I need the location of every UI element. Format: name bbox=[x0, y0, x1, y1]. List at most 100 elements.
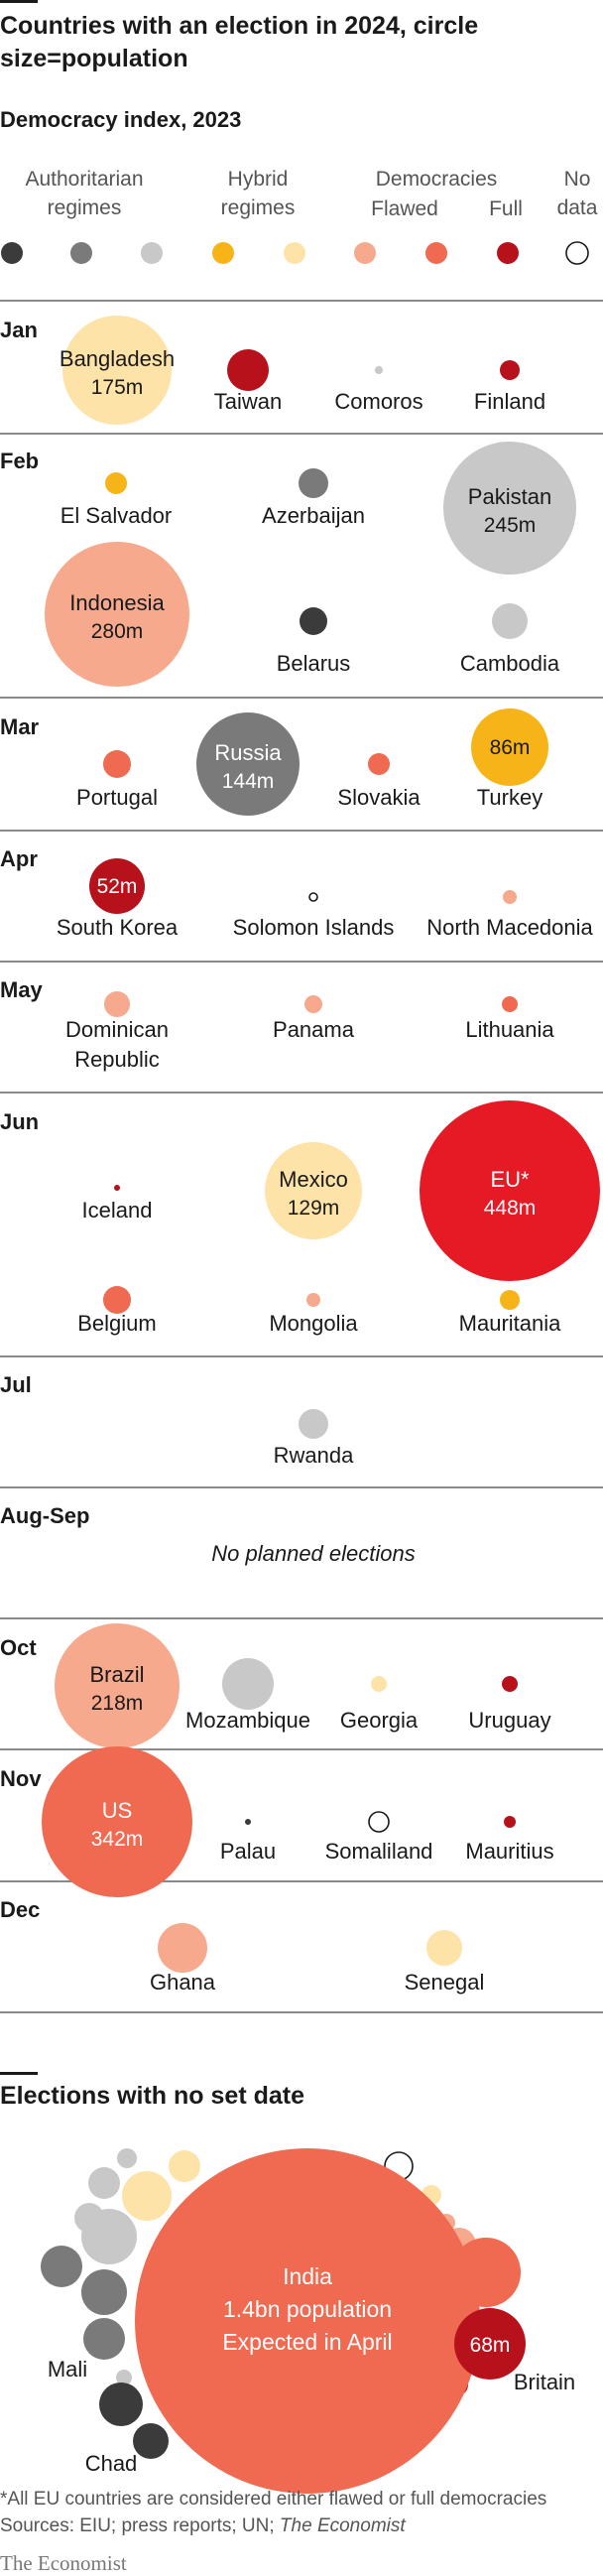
row-divider bbox=[0, 1486, 603, 1488]
legend-swatch bbox=[284, 242, 305, 264]
bubble-palau bbox=[245, 1819, 251, 1825]
bubble-label-somaliland: Somaliland bbox=[325, 1839, 433, 1864]
bubble-label-india: India bbox=[283, 2263, 332, 2289]
bubble-mauritania bbox=[500, 1290, 520, 1310]
bubble-value-britain: 68m bbox=[470, 2334, 511, 2357]
chart-subtitle: Democracy index, 2023 bbox=[0, 107, 242, 132]
bubble-label-dominican-republic: Republic bbox=[74, 1047, 160, 1072]
legend-hybrid-label: Hybrid regimes bbox=[220, 168, 296, 219]
top-accent-bar bbox=[0, 0, 38, 3]
legend-swatch bbox=[565, 241, 589, 265]
month-label-dec: Dec bbox=[0, 1897, 41, 1922]
bubble-belgium bbox=[103, 1286, 131, 1314]
bubble-label-india: Expected in April bbox=[222, 2329, 392, 2355]
bubble-label-uruguay: Uruguay bbox=[468, 1708, 550, 1733]
bubble-label-eu: EU* bbox=[490, 1167, 530, 1192]
bubble-label-mexico: Mexico bbox=[279, 1167, 348, 1192]
legend-swatch bbox=[70, 242, 92, 264]
bubble-label-cambodia: Cambodia bbox=[460, 651, 560, 676]
bubble-label-mauritania: Mauritania bbox=[459, 1311, 561, 1336]
bubble-label-mauritius: Mauritius bbox=[465, 1839, 553, 1864]
bubble-label-finland: Finland bbox=[474, 389, 545, 414]
bubble-mexico bbox=[265, 1142, 362, 1239]
bubble-label-el-salvador: El Salvador bbox=[60, 503, 173, 528]
row-divider bbox=[0, 830, 603, 832]
legend-swatch bbox=[425, 242, 447, 264]
bubble-label-ghana: Ghana bbox=[150, 1970, 216, 1995]
bubble-label-mongolia: Mongolia bbox=[269, 1311, 358, 1336]
row-divider bbox=[0, 2011, 603, 2013]
bubble-value-mexico: 129m bbox=[288, 1197, 340, 1220]
bubble-turkey bbox=[471, 708, 548, 786]
month-label-may: May bbox=[0, 977, 43, 1002]
cluster-bubble bbox=[122, 2171, 172, 2221]
legend-authoritarian-label: Authoritarian regimes bbox=[25, 168, 144, 219]
bubble-label-mali: Mali bbox=[48, 2357, 87, 2382]
bubble-georgia bbox=[371, 1676, 387, 1692]
bubble-value-us: 342m bbox=[91, 1828, 144, 1851]
bubble-label-chad: Chad bbox=[85, 2451, 138, 2476]
bubble-us bbox=[42, 1746, 192, 1897]
bubble-label-russia: Russia bbox=[214, 740, 282, 765]
bubble-label-solomon-islands: Solomon Islands bbox=[233, 915, 395, 940]
footnote: *All EU countries are considered either … bbox=[0, 2489, 547, 2510]
bubble-label-palau: Palau bbox=[220, 1839, 276, 1864]
cluster-bubble bbox=[83, 2318, 125, 2360]
bubble-label-senegal: Senegal bbox=[405, 1970, 485, 1995]
legend-nodata-label: No data bbox=[556, 168, 598, 219]
bubble-label-panama: Panama bbox=[273, 1017, 355, 1042]
bubble-label-rwanda: Rwanda bbox=[274, 1443, 354, 1468]
bubble-senegal bbox=[426, 1930, 462, 1966]
bubble-label-iceland: Iceland bbox=[82, 1198, 153, 1223]
bubble-taiwan bbox=[227, 349, 269, 391]
legend-swatch bbox=[1, 242, 23, 264]
row-divider bbox=[0, 1880, 603, 1882]
bubble-iceland bbox=[114, 1185, 120, 1191]
brand-logo-text: The Economist bbox=[0, 2551, 127, 2575]
bubble-label-north-macedonia: North Macedonia bbox=[426, 915, 593, 940]
cluster-bubble bbox=[133, 2423, 169, 2459]
bubble-label-britain: Britain bbox=[514, 2370, 575, 2394]
month-label-apr: Apr bbox=[0, 846, 38, 871]
month-label-feb: Feb bbox=[0, 449, 40, 473]
row-divider bbox=[0, 1748, 603, 1750]
bubble-uruguay bbox=[502, 1676, 518, 1692]
cluster-bubble bbox=[41, 2246, 82, 2287]
row-divider bbox=[0, 1617, 603, 1619]
bubble-ghana bbox=[158, 1923, 207, 1973]
bubble-portugal bbox=[103, 750, 131, 778]
month-label-oct: Oct bbox=[0, 1635, 37, 1660]
row-divider bbox=[0, 1092, 603, 1094]
bubble-azerbaijan bbox=[299, 468, 328, 498]
bubble-solomon-islands bbox=[308, 892, 318, 902]
section-accent-bar bbox=[0, 2072, 38, 2075]
bubble-label-slovakia: Slovakia bbox=[337, 785, 421, 810]
bubble-label-bangladesh: Bangladesh bbox=[60, 346, 175, 371]
bubble-eu bbox=[420, 1100, 600, 1281]
bubble-value-brazil: 218m bbox=[91, 1692, 144, 1715]
legend-swatch bbox=[212, 242, 234, 264]
bubble-slovakia bbox=[368, 753, 390, 775]
row-divider bbox=[0, 300, 603, 302]
legend-swatch bbox=[497, 242, 519, 264]
bubble-brazil bbox=[55, 1623, 180, 1748]
bubble-label-pakistan: Pakistan bbox=[468, 484, 551, 509]
bubble-label-south-korea: South Korea bbox=[57, 915, 179, 940]
bubble-value-bangladesh: 175m bbox=[91, 376, 144, 399]
bubble-mozambique bbox=[222, 1658, 274, 1710]
bubble-label-azerbaijan: Azerbaijan bbox=[262, 503, 365, 528]
legend-swatch bbox=[354, 242, 376, 264]
bubble-belarus bbox=[300, 607, 327, 635]
bubble-north-macedonia bbox=[503, 890, 517, 904]
bubble-bangladesh bbox=[62, 316, 172, 425]
bubble-cambodia bbox=[492, 603, 528, 639]
bubble-label-turkey: Turkey bbox=[477, 785, 543, 810]
cluster-bubble bbox=[88, 2167, 120, 2199]
month-label-mar: Mar bbox=[0, 714, 40, 739]
bubble-value-eu: 448m bbox=[484, 1197, 537, 1220]
bubble-label-india: 1.4bn population bbox=[223, 2296, 392, 2322]
row-divider bbox=[0, 961, 603, 963]
legend-democracies-label: Democracies bbox=[375, 168, 498, 191]
